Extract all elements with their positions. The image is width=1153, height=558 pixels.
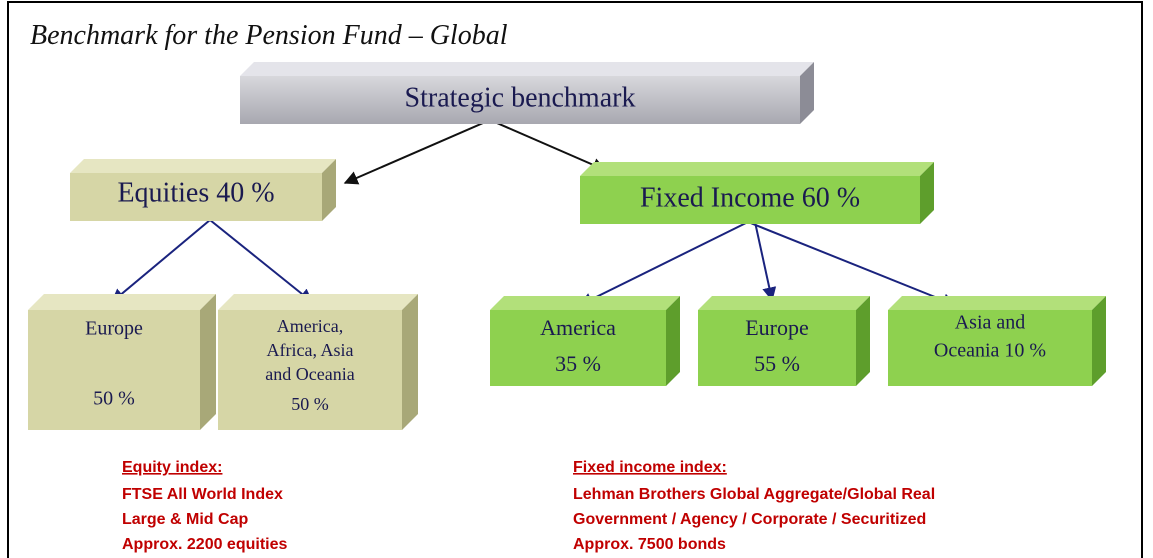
box-side: [200, 294, 216, 430]
box-front: [218, 310, 402, 430]
node: America 35 %: [490, 296, 680, 386]
box-front: [490, 310, 666, 386]
node-label: 35 %: [555, 351, 601, 376]
node-label: and Oceania: [265, 364, 354, 384]
box-front: [240, 76, 800, 124]
box-front: [28, 310, 200, 430]
node-label: Europe: [745, 315, 809, 340]
box-top: [698, 296, 870, 310]
node-label: Strategic benchmark: [405, 82, 636, 113]
node-label: Fixed Income 60 %: [640, 182, 860, 213]
box-front: [888, 310, 1092, 386]
node: Strategic benchmark: [240, 62, 814, 124]
box-front: [580, 176, 920, 224]
box-top: [580, 162, 934, 176]
node: Fixed Income 60 %: [580, 162, 934, 224]
box-side: [322, 159, 336, 221]
node-label: Europe: [85, 318, 143, 340]
box-side: [666, 296, 680, 386]
node-label: 50 %: [291, 394, 329, 414]
note-heading: Fixed income index:: [573, 459, 727, 476]
frame: [7, 1, 1143, 558]
node-label: Oceania 10 %: [934, 340, 1046, 362]
node-label: America,: [277, 316, 343, 336]
box-side: [1092, 296, 1106, 386]
node-label: Asia and: [955, 312, 1026, 334]
node: Asia and Oceania 10 %: [888, 296, 1106, 386]
node-label: Equities 40 %: [117, 177, 274, 208]
box-side: [856, 296, 870, 386]
box-side: [920, 162, 934, 224]
box-front: [70, 173, 322, 221]
note-line: FTSE All World Index: [122, 486, 283, 503]
note-line: Large & Mid Cap: [122, 511, 248, 528]
note-line: Approx. 7500 bonds: [573, 536, 726, 553]
note-line: Government / Agency / Corporate / Securi…: [573, 511, 926, 528]
box-top: [28, 294, 216, 310]
node: Europe 55 %: [698, 296, 870, 386]
note-line: Approx. 2200 equities: [122, 536, 287, 553]
box-side: [800, 62, 814, 124]
box-side: [402, 294, 418, 430]
node-label: 50 %: [93, 388, 135, 410]
node: Equities 40 %: [70, 159, 336, 221]
node: Europe 50 %: [28, 294, 216, 430]
node-label: Africa, Asia: [267, 340, 354, 360]
title: Benchmark for the Pension Fund – Global: [30, 20, 508, 51]
box-top: [240, 62, 814, 76]
node-label: America: [540, 315, 616, 340]
note-heading: Equity index:: [122, 459, 222, 476]
node: America, Africa, Asia and Oceania 50 %: [218, 294, 418, 430]
node-label: 55 %: [754, 351, 800, 376]
box-top: [70, 159, 336, 173]
note-line: Lehman Brothers Global Aggregate/Global …: [573, 486, 935, 503]
box-top: [888, 296, 1106, 310]
box-front: [698, 310, 856, 386]
connectors: [110, 119, 957, 307]
box-top: [218, 294, 418, 310]
box-top: [490, 296, 680, 310]
